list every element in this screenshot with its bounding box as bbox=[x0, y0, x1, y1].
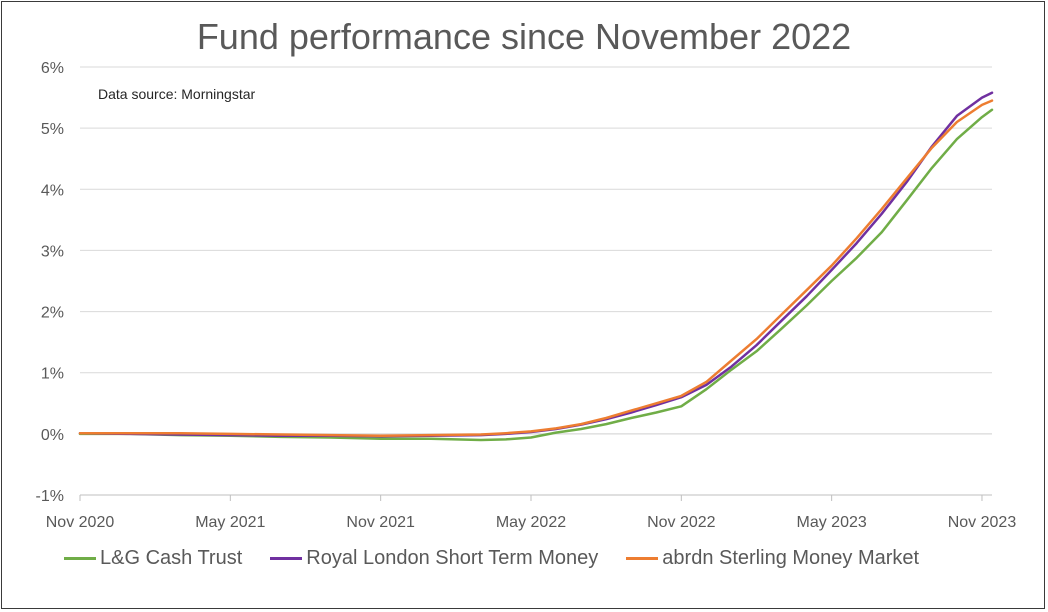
y-tick-label: 1% bbox=[41, 366, 64, 383]
series-line-2 bbox=[78, 99, 994, 437]
y-tick-label: 0% bbox=[41, 427, 64, 444]
x-tick-label: May 2022 bbox=[496, 514, 566, 531]
legend: L&G Cash Trust Royal London Short Term Mo… bbox=[64, 546, 947, 570]
legend-swatch bbox=[626, 556, 659, 560]
x-tick-label: May 2021 bbox=[195, 514, 265, 531]
legend-label: L&G Cash Trust bbox=[100, 546, 243, 569]
x-tick-label: Nov 2022 bbox=[647, 514, 716, 531]
x-tick-label: May 2023 bbox=[797, 514, 867, 531]
legend-item: abrdn Sterling Money Market bbox=[626, 547, 919, 570]
series-layer bbox=[78, 91, 994, 442]
y-tick-label: 5% bbox=[41, 121, 64, 138]
legend-label: Royal London Short Term Money bbox=[306, 546, 599, 569]
axis-layer: -1% 0% 1% 2% 3% 4% 5% 6% Nov 2020 May 2021 Nov 202… bbox=[36, 60, 1017, 531]
legend-item: L&G Cash Trust bbox=[64, 547, 242, 570]
legend-swatch bbox=[270, 556, 303, 560]
y-tick-label: 3% bbox=[41, 243, 64, 260]
chart-title: Fund performance since November 2022 bbox=[196, 16, 852, 57]
legend-label: abrdn Sterling Money Market bbox=[662, 546, 920, 569]
x-tick-label: Nov 2023 bbox=[948, 514, 1017, 531]
series-line-0 bbox=[78, 108, 994, 442]
y-tick-label: -1% bbox=[36, 488, 64, 505]
y-tick-label: 2% bbox=[41, 305, 64, 322]
data-source-annotation: Data source: Morningstar bbox=[98, 86, 256, 102]
legend-item: Royal London Short Term Money bbox=[270, 547, 598, 570]
legend-swatch bbox=[64, 556, 96, 560]
y-tick-label: 4% bbox=[41, 182, 64, 199]
series-line-1 bbox=[78, 91, 994, 438]
x-tick-label: Nov 2021 bbox=[346, 514, 415, 531]
y-tick-label: 6% bbox=[41, 60, 64, 77]
x-tick-label: Nov 2020 bbox=[46, 514, 115, 531]
